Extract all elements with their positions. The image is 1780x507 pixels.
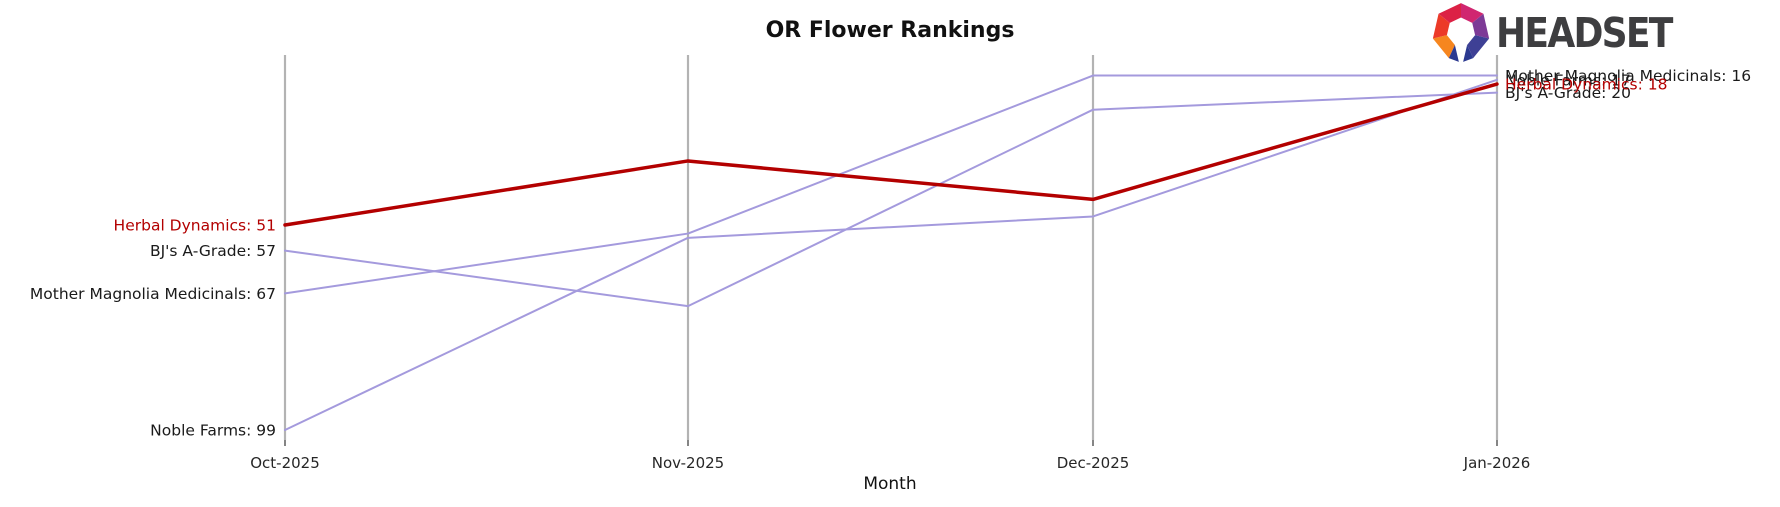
tick-label-Dec-2025: Dec-2025 <box>1057 454 1130 472</box>
start-label-noble-farms: Noble Farms: 99 <box>150 422 276 440</box>
x-axis-label: Month <box>863 474 917 494</box>
series-line-herbal-dynamics <box>283 82 1499 227</box>
end-label-mother-magnolia-medicinals: Mother Magnolia Medicinals: 16 <box>1505 67 1751 85</box>
tick-label-Oct-2025: Oct-2025 <box>250 454 320 472</box>
series-line-noble-farms <box>284 78 1498 432</box>
start-label-mother-magnolia-medicinals: Mother Magnolia Medicinals: 67 <box>30 285 276 303</box>
start-label-bj-s-a-grade: BJ's A-Grade: 57 <box>150 242 276 260</box>
start-label-herbal-dynamics: Herbal Dynamics: 51 <box>114 217 276 235</box>
end-label-noble-farms: Noble Farms: 17 <box>1505 71 1631 89</box>
brand-name: HEADSET <box>1496 8 1673 57</box>
tick-label-Nov-2025: Nov-2025 <box>652 454 724 472</box>
headset-logo-icon <box>1432 3 1490 62</box>
end-label-bj-s-a-grade: BJ's A-Grade: 20 <box>1505 84 1631 102</box>
end-label-herbal-dynamics: Herbal Dynamics: 18 <box>1505 76 1667 94</box>
series-line-mother-magnolia-medicinals <box>284 74 1498 295</box>
series-line-bj-s-a-grade <box>284 91 1498 308</box>
headset-logo: HEADSET <box>1428 2 1696 64</box>
chart-title: OR Flower Rankings <box>765 18 1015 43</box>
tick-label-Jan-2026: Jan-2026 <box>1463 454 1531 472</box>
